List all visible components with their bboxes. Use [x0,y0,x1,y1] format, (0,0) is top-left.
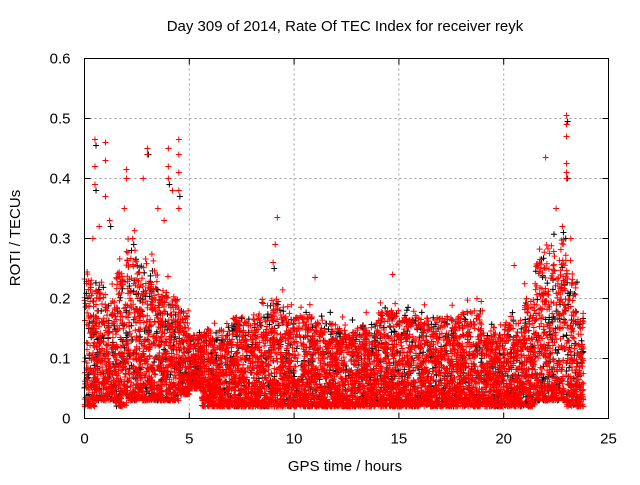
data-point-series-2 [342,322,348,328]
data-point-series-2 [124,257,130,263]
data-point-series-1 [349,317,355,323]
data-point-series-2 [132,327,138,333]
data-point-series-2 [340,314,346,320]
data-point-series-2 [363,309,369,315]
data-point-series-2 [117,256,123,262]
data-point-series-1 [93,188,99,194]
data-point-series-2 [120,326,126,332]
data-point-series-1 [327,309,333,315]
data-point-series-2 [286,310,292,316]
data-point-series-2 [307,302,313,308]
data-point-series-2 [111,299,117,305]
data-points [82,113,587,410]
data-point-series-2 [116,298,122,304]
data-point-series-1 [544,280,550,286]
chart-title: Day 309 of 2014, Rate Of TEC Index for r… [167,18,524,35]
data-point-series-2 [165,273,171,279]
data-point-series-2 [280,287,286,293]
data-point-series-2 [113,275,119,281]
data-point-series-2 [143,256,149,262]
data-point-series-2 [144,313,150,319]
data-point-series-2 [298,304,304,310]
data-point-series-2 [102,301,108,307]
data-point-series-1 [131,242,137,248]
data-point-series-2 [154,279,160,285]
data-point-series-1 [579,338,585,344]
data-point-series-1 [576,322,582,328]
data-point-series-1 [510,310,516,316]
data-point-series-1 [560,230,566,236]
data-point-series-2 [124,249,130,255]
data-point-series-2 [149,251,155,257]
data-point-series-2 [229,341,235,347]
data-point-series-1 [565,119,571,125]
data-point-series-1 [554,350,560,356]
data-point-series-1 [319,313,325,319]
data-point-series-1 [277,307,283,313]
data-point-series-2 [223,333,229,339]
data-point-series-2 [234,350,240,356]
data-point-series-1 [405,304,411,310]
data-point-series-1 [404,307,410,313]
data-point-series-2 [153,272,159,278]
data-point-series-1 [166,182,172,188]
data-point-series-2 [261,343,267,349]
data-point-series-2 [109,281,115,287]
data-point-series-2 [322,321,328,327]
data-point-series-2 [152,372,158,378]
data-point-series-1 [271,266,277,272]
data-point-series-1 [419,309,425,315]
data-point-series-2 [123,371,129,377]
data-point-series-1 [108,224,114,230]
data-point-series-2 [259,296,265,302]
data-point-series-2 [132,247,138,253]
data-point-series-2 [110,335,116,341]
data-point-series-1 [551,231,557,237]
data-point-series-2 [239,314,245,320]
data-point-series-2 [94,308,100,314]
data-point-series-2 [143,261,149,267]
data-point-series-2 [132,228,138,234]
data-point-series-2 [150,258,156,264]
data-point-series-2 [274,359,280,365]
data-point-series-1 [177,194,183,200]
data-point-series-2 [251,312,257,318]
data-point-series-2 [212,320,218,326]
data-point-series-2 [167,312,173,318]
data-point-series-1 [93,143,99,149]
